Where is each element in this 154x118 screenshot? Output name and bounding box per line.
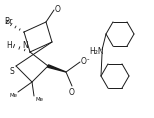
Text: H: H	[6, 42, 12, 51]
Text: S: S	[9, 67, 14, 76]
Text: O: O	[55, 6, 61, 15]
Text: O: O	[81, 57, 87, 67]
Text: -: -	[87, 56, 89, 62]
Text: Me: Me	[9, 93, 17, 98]
Text: O: O	[69, 88, 75, 97]
Text: Br: Br	[4, 17, 12, 27]
Polygon shape	[48, 65, 66, 72]
Text: Me: Me	[35, 97, 43, 102]
Text: N: N	[22, 41, 28, 50]
Text: H₂N: H₂N	[90, 48, 104, 57]
